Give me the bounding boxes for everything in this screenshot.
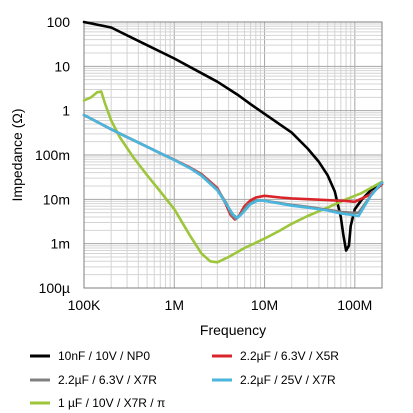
x-tick-label: 100K: [68, 297, 101, 313]
x-tick-label: 100M: [337, 297, 372, 313]
legend: 10nF / 10V / NP0 2.2µF / 6.3V / X5R 2.2µF …: [30, 349, 339, 410]
y-axis-label: Impedance (Ω): [9, 109, 25, 202]
y-tick-label: 100µ: [39, 280, 70, 296]
y-tick-label: 1: [62, 103, 70, 119]
x-tick-labels: 100K 1M 10M 100M: [68, 297, 373, 313]
plot-area-frame: [83, 21, 383, 289]
x-tick-label: 10M: [251, 297, 278, 313]
y-tick-label: 100: [47, 14, 71, 30]
y-tick-label: 10: [54, 58, 70, 74]
legend-label: 2.2µF / 6.3V / X7R: [58, 373, 157, 387]
y-tick-label: 100m: [35, 147, 70, 163]
legend-label: 2.2µF / 25V / X7R: [240, 373, 336, 387]
y-tick-label: 10m: [43, 191, 70, 207]
legend-label: 1 µF / 10V / X7R / π: [58, 396, 165, 410]
series-lines: [82, 20, 384, 264]
series-line: [82, 90, 384, 264]
legend-label: 10nF / 10V / NP0: [58, 349, 150, 363]
series-line: [82, 20, 384, 252]
series-line: [82, 113, 384, 220]
x-axis-label: Frequency: [200, 322, 266, 338]
y-tick-labels: 100 10 1 100m 10m 1m 100µ: [35, 14, 70, 296]
y-tick-label: 1m: [51, 236, 70, 252]
grid: [84, 22, 382, 288]
legend-label: 2.2µF / 6.3V / X5R: [240, 349, 339, 363]
x-tick-label: 1M: [165, 297, 184, 313]
